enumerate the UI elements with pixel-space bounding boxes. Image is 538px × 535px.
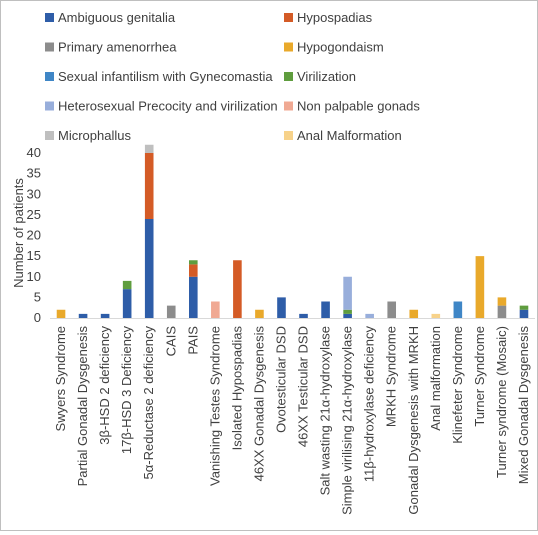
legend-item-sexual-infantilism-with-gynecomastia: Sexual infantilism with Gynecomastia [45,69,273,84]
x-tick-label: 11β-hydroxylase deficiency [362,326,377,483]
bar-segment-hypogondaism [409,309,419,318]
x-tick-label: PAIS [185,326,200,355]
legend-swatch [45,101,54,111]
y-tick-label: 0 [34,310,41,325]
legend-swatch [45,131,54,140]
x-tick-label: Anal malformation [428,326,443,431]
x-tick-label: MRKH Syndrome [384,326,399,427]
bar-segment-virilization [122,280,132,290]
legend-item-primary-amenorrhea: Primary amenorrhea [45,40,177,55]
bar-segment-virilization [343,309,352,314]
legend-label: Microphallus [58,128,131,143]
x-tick-label: Mixed Gonadal Dysgenesis [516,326,531,485]
y-axis-label: Number of patients [11,178,26,288]
bar-segment-hypogondaism [475,256,485,319]
bar-segment-ambiguous-genitalia [78,313,88,319]
legend-swatch [284,131,293,140]
bar-segment-ambiguous-genitalia [100,313,110,319]
bar-segment-microphallus [144,144,154,153]
bar-segment-hypogondaism [255,309,264,318]
legend-item-heterosexual-precocity-and-virilization: Heterosexual Precocity and virilization [45,99,278,114]
legend-item-microphallus: Microphallus [45,128,131,143]
legend-label: Hypospadias [297,10,373,25]
x-axis: Swyers Syndrome Partial Gonadal Dysgenesi… [50,318,535,515]
legend-label: Sexual infantilism with Gynecomastia [58,69,273,84]
bar-segment-ambiguous-genitalia [343,313,352,319]
legend-swatch [284,72,293,81]
bar-segment-ambiguous-genitalia [277,297,286,319]
legend-item-non-palpable-gonads: Non palpable gonads [284,99,420,114]
legend-swatch [284,42,293,52]
bar-segment-hypospadias [233,260,242,318]
x-tick-label: Simple virilising 21α-hydroxylase [340,326,355,515]
legend-label: Anal Malformation [297,128,402,143]
x-tick-label: 46XX Gonadal Dysgenesis [251,326,266,482]
bar-segment-primary-amenorrhea [387,301,397,318]
legend-label: Hypogondaism [297,40,384,55]
bar-segment-ambiguous-genitalia [189,276,198,318]
legend-swatch [284,101,293,111]
x-tick-label: 3β-HSD 2 deficiency [97,326,112,445]
bar-segment-ambiguous-genitalia [321,301,330,318]
y-tick-label: 20 [27,228,41,243]
bar-segment-virilization [519,305,529,310]
x-tick-label: Turner syndrome (Mosaic) [494,326,509,478]
x-tick-label: Swyers Syndrome [53,326,68,431]
legend-label: Heterosexual Precocity and virilization [58,99,278,114]
legend-label: Primary amenorrhea [58,40,177,55]
legend-label: Virilization [297,69,356,84]
bar-segment-hypospadias [189,264,198,277]
legend-item-hypospadias: Hypospadias [284,10,373,25]
bar-segment-non-palpable-gonads [211,301,220,318]
legend-swatch [45,42,54,52]
bars [56,144,529,319]
bar-segment-ambiguous-genitalia [299,313,308,319]
legend-item-virilization: Virilization [284,69,356,84]
x-tick-label: Salt wasting 21α-hydroxylase [318,326,333,495]
y-tick-label: 25 [27,207,41,222]
x-tick-label: Klinefeter Syndrome [450,326,465,444]
x-tick-label: 46XX Testicular DSD [296,326,311,447]
bar-segment-heterosexual-precocity-and-virilization [343,276,352,310]
x-tick-label: 5α-Reductase 2 deficiency [141,326,156,480]
legend-swatch [284,13,293,22]
legend-item-anal-malformation: Anal Malformation [284,128,402,143]
x-tick-label: Isolated Hypospadias [229,326,244,451]
y-tick-label: 30 [27,186,41,201]
bar-segment-hypospadias [144,153,154,219]
legend-item-hypogondaism: Hypogondaism [284,40,384,55]
y-tick-label: 10 [27,269,41,284]
legend-label: Ambiguous genitalia [58,10,176,25]
bar-segment-ambiguous-genitalia [144,219,154,318]
bar-segment-primary-amenorrhea [497,305,507,319]
y-tick-label: 35 [27,166,41,181]
x-tick-label: Gonadal Dysgenesis with MRKH [406,326,421,515]
bar-segment-primary-amenorrhea [166,305,176,319]
legend-swatch [45,72,54,81]
x-tick-label: Vanishing Testes Syndrome [207,326,222,486]
legend-item-ambiguous-genitalia: Ambiguous genitalia [45,10,176,25]
bar-segment-heterosexual-precocity-and-virilization [365,313,374,319]
x-tick-label: 17β-HSD 3 Deficiency [119,326,134,455]
x-tick-label: Ovotesticular DSD [273,326,288,433]
bar-segment-anal-malformation [431,313,441,319]
bar-segment-virilization [189,260,198,265]
x-tick-label: Partial Gonadal Dysgenesis [75,326,90,487]
y-tick-label: 40 [27,145,41,160]
bar-segment-ambiguous-genitalia [122,289,132,319]
legend: Ambiguous genitalia Hypospadias Primary am… [45,10,420,143]
legend-label: Non palpable gonads [297,99,420,114]
bar-segment-sexual-infantilism-with-gynecomastia [453,301,463,318]
bar-segment-hypogondaism [497,297,507,306]
x-tick-label: CAIS [163,326,178,357]
legend-swatch [45,13,54,22]
x-tick-label: Turner Syndrome [472,326,487,427]
y-tick-label: 5 [34,289,41,304]
bar-segment-ambiguous-genitalia [519,309,529,318]
y-axis: Number of patients 0 5 10 15 20 25 30 35 40 [11,145,41,325]
bar-segment-hypogondaism [56,309,66,318]
y-tick-label: 15 [27,248,41,263]
